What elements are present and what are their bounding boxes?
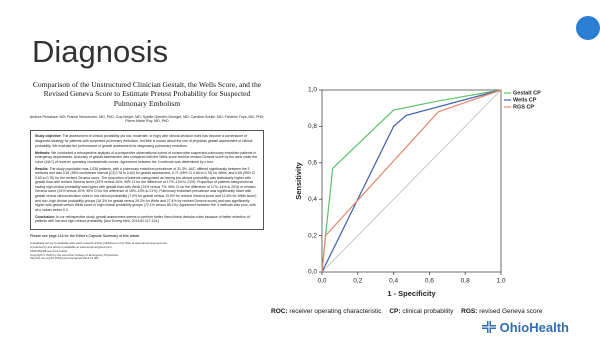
notes: A feedback survey is available with each… bbox=[30, 242, 264, 261]
note-line: http://dx.doi.org/10.1016/j.annemergmed.… bbox=[30, 257, 264, 261]
abstract-section: Study objective: The assessment of clini… bbox=[35, 134, 259, 148]
slide: Diagnosis Comparison of the Unstructured… bbox=[0, 0, 600, 340]
footer-abbr: ROC: bbox=[271, 308, 288, 315]
abstract-text: In our retrospective study, gestalt asse… bbox=[35, 215, 250, 224]
footer-abbr: RGS: bbox=[461, 308, 477, 315]
abstract-heading: Results: bbox=[35, 167, 49, 171]
footer-item: ROC: receiver operating characteristic bbox=[271, 308, 382, 315]
footer-item: RGS: revised Geneva score bbox=[455, 308, 542, 315]
x-tick-label: 0,6 bbox=[425, 278, 434, 285]
legend-label: Gestalt CP bbox=[513, 90, 541, 96]
logo-icon bbox=[482, 321, 496, 333]
y-tick-label: 0,0 bbox=[308, 269, 317, 276]
paper-image: Comparison of the Unstructured Clinician… bbox=[22, 80, 272, 261]
abstract-section: Methods: We conducted a retrospective an… bbox=[35, 151, 259, 165]
reference-line bbox=[322, 90, 501, 272]
x-tick-label: 0,4 bbox=[389, 278, 398, 285]
abstract-heading: Conclusion: bbox=[35, 215, 55, 219]
logo-text: OhioHealth bbox=[500, 320, 569, 335]
x-tick-label: 0,0 bbox=[317, 278, 326, 285]
y-tick-label: 0,2 bbox=[308, 232, 317, 239]
x-tick-label: 0,2 bbox=[353, 278, 362, 285]
y-axis-label: Sensitivity bbox=[294, 161, 303, 199]
paper-title: Comparison of the Unstructured Clinician… bbox=[30, 80, 264, 108]
y-tick-label: 0,6 bbox=[308, 160, 317, 167]
legend-label: Wells CP bbox=[513, 97, 537, 103]
abstract: Study objective: The assessment of clini… bbox=[30, 130, 264, 230]
capsule-note: Please see page 118 for the Editor's Cap… bbox=[30, 234, 264, 238]
logo: OhioHealth bbox=[482, 320, 569, 335]
abstract-text: The study population was 1,038 patients,… bbox=[35, 167, 256, 212]
x-tick-label: 1,0 bbox=[496, 278, 505, 285]
decor-dot bbox=[576, 16, 600, 40]
y-tick-label: 0,8 bbox=[308, 123, 317, 130]
chart: 0,0 0,2 0,4 0,6 0,8 1,0 0,0 0,2 0,4 0,6 0,8 1,0 1 - … bbox=[285, 78, 585, 306]
slide-title: Diagnosis bbox=[32, 34, 168, 70]
legend-label: RGS CP bbox=[513, 104, 534, 110]
y-tick-label: 1,0 bbox=[308, 87, 317, 94]
x-axis-label: 1 - Specificity bbox=[387, 289, 436, 298]
footer-text: receiver operating characteristic bbox=[289, 308, 381, 315]
footer-abbr: CP: bbox=[389, 308, 400, 315]
paper-authors: Andrea Penaloza, MD; Franck Verschuren, … bbox=[28, 115, 266, 123]
footer-text: clinical probability bbox=[402, 308, 453, 315]
x-tick-label: 0,8 bbox=[461, 278, 470, 285]
footer: ROC: receiver operating characteristic C… bbox=[271, 308, 542, 315]
abstract-text: The assessment of clinical probability (… bbox=[35, 134, 252, 147]
y-tick-label: 0,4 bbox=[308, 196, 317, 203]
footer-item: CP: clinical probability bbox=[383, 308, 453, 315]
abstract-section: Results: The study population was 1,038 … bbox=[35, 167, 259, 212]
abstract-section: Conclusion: In our retrospective study, … bbox=[35, 215, 259, 224]
abstract-heading: Study objective: bbox=[35, 134, 62, 138]
footer-text: revised Geneva score bbox=[479, 308, 542, 315]
abstract-text: We conducted a retrospective analysis of… bbox=[35, 151, 257, 164]
abstract-heading: Methods: bbox=[35, 151, 50, 155]
